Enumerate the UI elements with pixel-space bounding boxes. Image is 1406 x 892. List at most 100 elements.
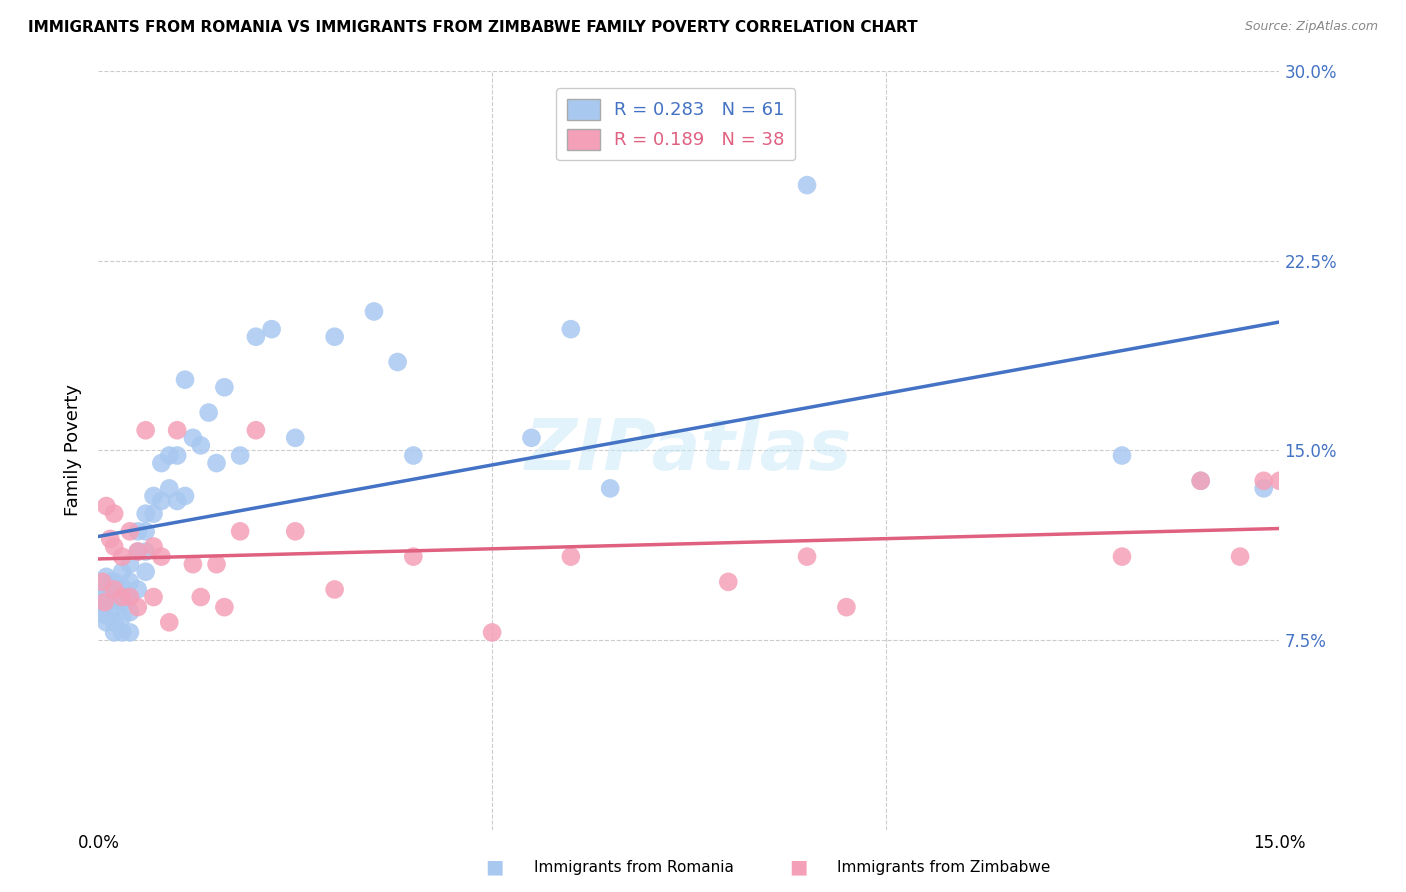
Point xyxy=(91,582,114,597)
Point xyxy=(103,600,125,615)
Point xyxy=(166,423,188,437)
Point xyxy=(1229,549,1251,564)
Point xyxy=(118,625,141,640)
Point xyxy=(91,600,114,615)
Point xyxy=(599,482,621,496)
Point xyxy=(103,615,125,630)
Point xyxy=(174,489,197,503)
Text: ■: ■ xyxy=(485,857,505,877)
Point xyxy=(127,544,149,558)
Point xyxy=(1253,482,1275,496)
Point xyxy=(387,355,409,369)
Point xyxy=(520,431,543,445)
Point xyxy=(111,610,134,624)
Point xyxy=(118,590,141,604)
Point xyxy=(190,590,212,604)
Point xyxy=(1253,474,1275,488)
Point xyxy=(103,590,125,604)
Point xyxy=(1189,474,1212,488)
Text: Immigrants from Zimbabwe: Immigrants from Zimbabwe xyxy=(837,860,1050,874)
Point xyxy=(260,322,283,336)
Point xyxy=(127,544,149,558)
Point xyxy=(135,524,157,539)
Point xyxy=(96,595,118,609)
Point xyxy=(214,380,236,394)
Point xyxy=(245,330,267,344)
Point xyxy=(214,600,236,615)
Point xyxy=(402,549,425,564)
Point xyxy=(96,499,118,513)
Point xyxy=(229,524,252,539)
Point xyxy=(323,330,346,344)
Point xyxy=(560,322,582,336)
Point xyxy=(481,625,503,640)
Point xyxy=(190,438,212,452)
Point xyxy=(118,524,141,539)
Point xyxy=(103,574,125,589)
Point xyxy=(205,557,228,572)
Point xyxy=(150,494,173,508)
Point xyxy=(127,582,149,597)
Point xyxy=(796,178,818,193)
Point xyxy=(1189,474,1212,488)
Point xyxy=(363,304,385,318)
Point xyxy=(245,423,267,437)
Point xyxy=(560,549,582,564)
Point xyxy=(93,595,115,609)
Point xyxy=(1111,449,1133,463)
Point xyxy=(150,549,173,564)
Point xyxy=(284,431,307,445)
Point xyxy=(111,590,134,604)
Point xyxy=(127,600,149,615)
Point xyxy=(1111,549,1133,564)
Point xyxy=(135,565,157,579)
Point xyxy=(96,615,118,630)
Point xyxy=(135,507,157,521)
Point xyxy=(323,582,346,597)
Point xyxy=(197,405,219,420)
Point xyxy=(96,570,118,584)
Point xyxy=(181,431,204,445)
Point xyxy=(111,565,134,579)
Point xyxy=(717,574,740,589)
Point xyxy=(103,540,125,554)
Point xyxy=(93,607,115,622)
Point xyxy=(98,532,121,546)
Point xyxy=(96,582,118,597)
Point xyxy=(157,482,180,496)
Text: Immigrants from Romania: Immigrants from Romania xyxy=(534,860,734,874)
Point xyxy=(135,423,157,437)
Point xyxy=(118,557,141,572)
Point xyxy=(118,574,141,589)
Point xyxy=(166,449,188,463)
Point xyxy=(98,574,121,589)
Point xyxy=(796,549,818,564)
Point xyxy=(118,605,141,619)
Point xyxy=(174,373,197,387)
Text: IMMIGRANTS FROM ROMANIA VS IMMIGRANTS FROM ZIMBABWE FAMILY POVERTY CORRELATION C: IMMIGRANTS FROM ROMANIA VS IMMIGRANTS FR… xyxy=(28,20,918,35)
Point xyxy=(111,549,134,564)
Point xyxy=(142,590,165,604)
Point xyxy=(103,625,125,640)
Point xyxy=(103,582,125,597)
Point xyxy=(205,456,228,470)
Point xyxy=(157,449,180,463)
Point xyxy=(111,625,134,640)
Point xyxy=(142,489,165,503)
Point xyxy=(103,507,125,521)
Point xyxy=(181,557,204,572)
Point xyxy=(98,595,121,609)
Point xyxy=(91,574,114,589)
Point xyxy=(835,600,858,615)
Point xyxy=(135,544,157,558)
Point xyxy=(166,494,188,508)
Point xyxy=(142,540,165,554)
Legend: R = 0.283   N = 61, R = 0.189   N = 38: R = 0.283 N = 61, R = 0.189 N = 38 xyxy=(557,88,796,161)
Text: ZIPatlas: ZIPatlas xyxy=(526,416,852,485)
Point xyxy=(229,449,252,463)
Point xyxy=(111,595,134,609)
Point xyxy=(284,524,307,539)
Y-axis label: Family Poverty: Family Poverty xyxy=(65,384,83,516)
Point xyxy=(402,449,425,463)
Point xyxy=(142,507,165,521)
